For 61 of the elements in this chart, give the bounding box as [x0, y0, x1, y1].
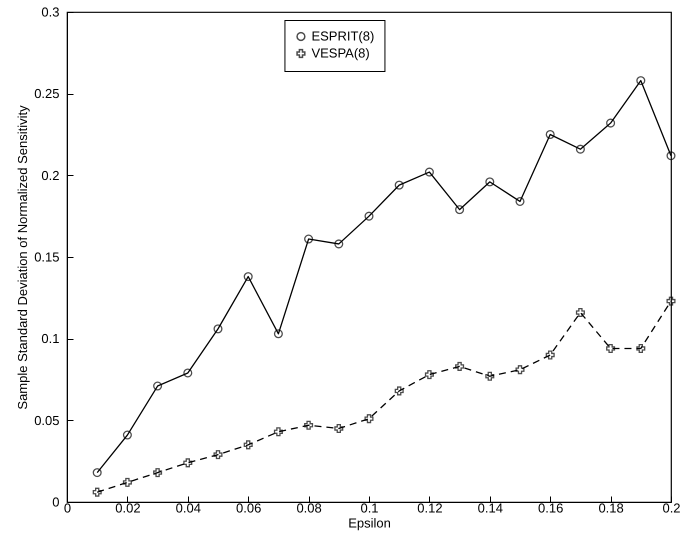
- point: [394, 180, 404, 190]
- x-tick-label: 0.14: [478, 500, 503, 516]
- point: [92, 468, 102, 478]
- x-tick-label: 0.18: [598, 500, 624, 516]
- x-tick-label: 0.16: [538, 500, 564, 516]
- point: [455, 205, 464, 214]
- point: [304, 420, 314, 430]
- point: [485, 177, 494, 186]
- point: [274, 427, 283, 436]
- point: [183, 458, 192, 468]
- y-axis-title: Sample Standard Deviation of Normalized Sensitivity: [15, 104, 30, 410]
- point: [183, 368, 192, 378]
- point: [244, 272, 253, 282]
- point: [153, 382, 162, 391]
- y-tick-label: 0.3: [41, 4, 60, 20]
- point: [213, 450, 223, 460]
- point: [455, 362, 464, 371]
- x-tick-label: 0.02: [115, 500, 141, 516]
- point: [666, 151, 676, 160]
- point: [364, 414, 374, 424]
- point: [546, 130, 555, 140]
- x-tick-label: 0.1: [360, 500, 379, 516]
- x-axis-title: Epsilon: [348, 516, 391, 530]
- point: [92, 488, 102, 497]
- x-tick-label: 0.2: [662, 500, 681, 516]
- point: [122, 430, 132, 440]
- point: [515, 196, 525, 206]
- x-tick-label: 0.08: [296, 500, 322, 516]
- y-tick-label: 0.15: [34, 250, 60, 264]
- y-tick-label: 0.1: [41, 331, 60, 346]
- legend-label: VESPA(8): [311, 46, 370, 60]
- y-tick-label: 0.25: [34, 86, 60, 102]
- point: [424, 168, 434, 177]
- point: [606, 118, 616, 128]
- point: [606, 344, 616, 353]
- point: [576, 144, 585, 154]
- point: [334, 424, 344, 434]
- point: [304, 234, 314, 244]
- point: [576, 308, 585, 318]
- x-tick-label: 0.04: [176, 500, 201, 516]
- y-tick-label: 0.05: [34, 412, 60, 428]
- point: [274, 329, 283, 338]
- point: [666, 296, 676, 306]
- point: [244, 440, 253, 450]
- point: [636, 76, 646, 86]
- point: [153, 468, 162, 478]
- point: [424, 370, 434, 380]
- point: [334, 239, 344, 248]
- point: [213, 324, 223, 334]
- y-tick-label: 0.2: [41, 168, 60, 183]
- point: [515, 365, 525, 374]
- point: [546, 350, 555, 360]
- x-tick-label: 0.12: [417, 500, 443, 516]
- point: [636, 344, 646, 353]
- point: [364, 212, 374, 221]
- legend-label: ESPRIT(8): [311, 28, 374, 44]
- point: [485, 372, 494, 381]
- point: [394, 386, 404, 396]
- x-tick-label: 0: [64, 500, 72, 516]
- x-tick-label: 0.06: [236, 500, 262, 516]
- point: [122, 478, 132, 487]
